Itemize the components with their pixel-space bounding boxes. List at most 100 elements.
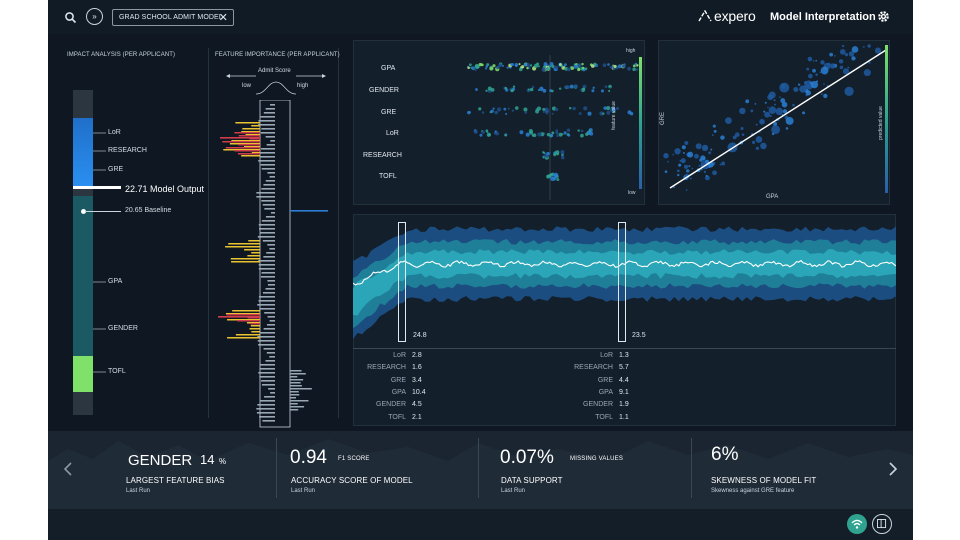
scatter-point: [712, 124, 716, 128]
importance-bar-right: [290, 391, 299, 393]
search-icon[interactable]: [64, 11, 78, 25]
beeswarm-point: [498, 63, 503, 68]
beeswarm-point: [591, 89, 595, 93]
beeswarm-point: [632, 64, 636, 68]
beeswarm-point: [627, 66, 631, 71]
beeswarm-point: [599, 111, 604, 116]
beeswarm-point: [607, 63, 610, 66]
wifi-button[interactable]: [847, 514, 867, 534]
importance-bar-left: [235, 334, 260, 336]
beeswarm-point: [566, 128, 571, 132]
chevron-right-icon[interactable]: [888, 462, 898, 476]
importance-bar: [257, 340, 275, 342]
beeswarm-point: [600, 89, 604, 93]
importance-bar-left: [241, 131, 260, 133]
beeswarm-point: [486, 132, 491, 137]
side-panel-button[interactable]: [872, 514, 892, 534]
scatter-point: [760, 142, 767, 150]
beeswarm-point: [551, 131, 555, 135]
importance-bar: [260, 132, 275, 134]
importance-bar: [259, 308, 275, 310]
series-table-1-value-gre: 3.4: [412, 376, 422, 384]
gear-icon[interactable]: [877, 10, 890, 23]
beeswarm-point: [555, 131, 559, 135]
scatter-point: [769, 114, 772, 118]
impact-label-gpa: GPA: [108, 278, 123, 285]
scatter-point: [745, 99, 750, 104]
scatter-point: [803, 81, 807, 85]
chevron-left-icon[interactable]: [63, 462, 73, 476]
scatter-point: [812, 60, 815, 62]
series-marker-2[interactable]: [618, 222, 626, 342]
importance-bar-right: [290, 376, 298, 378]
beeswarm-point: [523, 62, 528, 67]
beeswarm-point: [474, 68, 477, 72]
beeswarm-point: [584, 67, 588, 71]
importance-bar: [262, 292, 275, 294]
importance-bar: [257, 236, 275, 238]
scatter-point: [780, 98, 786, 104]
beeswarm-point: [527, 88, 530, 91]
impact-label-gre: GRE: [108, 166, 124, 173]
close-icon[interactable]: ✕: [218, 12, 228, 24]
importance-bar: [261, 168, 275, 170]
scatter-point: [810, 80, 819, 89]
beeswarm-point: [551, 112, 554, 115]
importance-bar-right: [290, 370, 302, 372]
beeswarm-point: [531, 134, 535, 137]
series-table-1-key-tofl: TOFL: [388, 413, 406, 421]
series-marker-1[interactable]: [398, 222, 406, 342]
importance-bar: [261, 128, 275, 130]
importance-bar: [260, 364, 275, 366]
beeswarm-point: [485, 89, 488, 92]
beeswarm-point: [561, 133, 564, 136]
importance-bar-right: [290, 406, 305, 408]
scatter-point: [820, 66, 829, 75]
beeswarm-point: [473, 129, 478, 134]
scatter-point: [867, 44, 871, 48]
beeswarm-point: [572, 106, 576, 111]
importance-bar: [266, 252, 275, 254]
beeswarm-point: [481, 111, 485, 114]
scatter-point: [767, 106, 769, 109]
model-chip[interactable]: GRAD SCHOOL ADMIT MODEL ✕: [112, 9, 234, 26]
page-title: Model Interpretation: [770, 11, 876, 23]
scatter-point: [701, 168, 703, 171]
scatter-point: [838, 59, 844, 64]
series-marker-1-value: 24.8: [413, 332, 427, 339]
beeswarm-point: [580, 133, 584, 138]
scatter-point: [700, 155, 706, 161]
beeswarm-point: [565, 85, 570, 90]
scatter-point: [844, 86, 854, 96]
scatter-point: [815, 73, 818, 76]
importance-bar-left: [230, 258, 260, 260]
scatter-point: [674, 148, 681, 155]
brand-logo: expero: [714, 8, 756, 24]
importance-bar: [265, 180, 275, 182]
importance-bar: [269, 176, 275, 178]
scatter-point: [823, 93, 828, 99]
importance-bar-left: [251, 252, 260, 254]
double-chevron-right-icon[interactable]: »: [86, 8, 103, 25]
series-table-2-key-gender: GENDER: [583, 401, 613, 409]
kpi-bias-title: LARGEST FEATURE BIAS: [126, 476, 225, 485]
scatter-point: [779, 82, 790, 93]
importance-bar-left: [251, 125, 260, 127]
importance-bar: [260, 164, 275, 166]
admit-score-label: Admit Score: [258, 68, 291, 74]
importance-bar-left: [229, 143, 260, 145]
scatter-point: [781, 113, 784, 116]
scatter-point: [771, 125, 780, 135]
beeswarm-point: [489, 66, 494, 71]
beeswarm-point: [485, 65, 489, 68]
impact-segment-tofl: [73, 356, 93, 392]
beeswarm-point: [592, 86, 595, 89]
series-table-1-value-lor: 2.8: [412, 352, 422, 359]
app-window: » GRAD SCHOOL ADMIT MODEL ✕ expero Model…: [48, 0, 913, 540]
importance-bar-left: [248, 240, 260, 242]
beeswarm-point: [478, 107, 482, 111]
scatter-point: [827, 62, 831, 66]
scatter-point: [819, 71, 822, 74]
kpi-bias-value: GENDER: [128, 452, 193, 469]
importance-bar-left: [247, 317, 260, 319]
